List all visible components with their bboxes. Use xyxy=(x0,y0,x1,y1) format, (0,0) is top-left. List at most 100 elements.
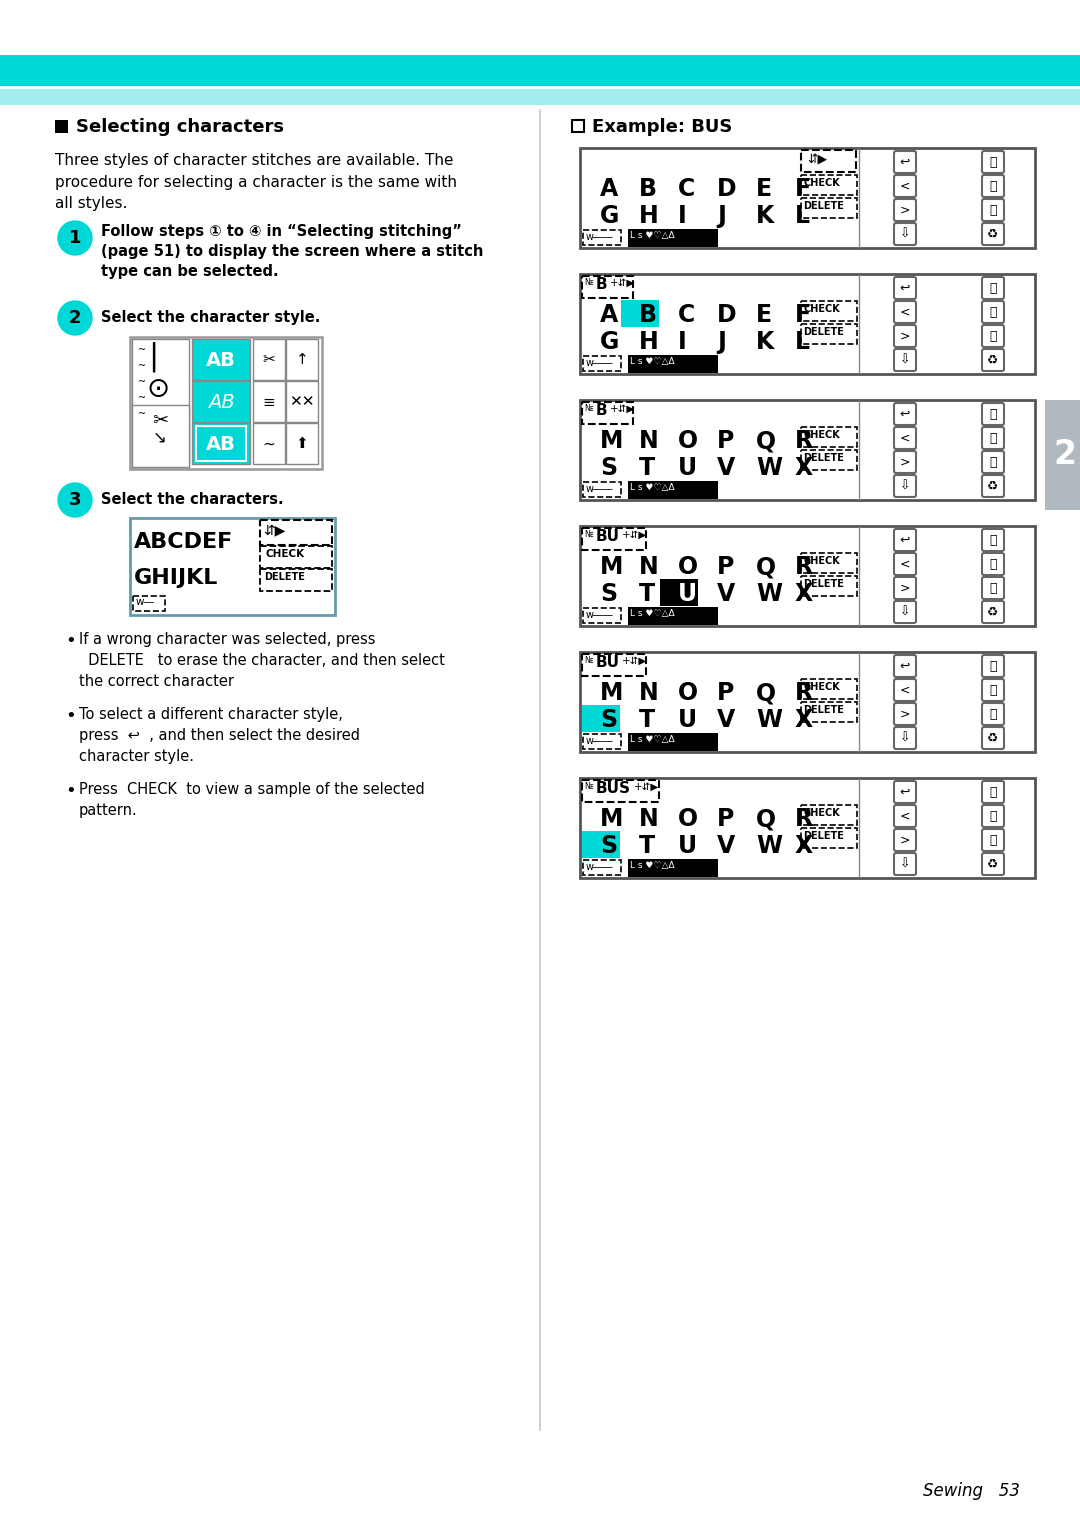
Bar xyxy=(253,423,285,464)
Text: P: P xyxy=(717,807,734,832)
FancyBboxPatch shape xyxy=(982,781,1004,803)
Bar xyxy=(133,597,165,610)
Text: ♻: ♻ xyxy=(987,479,999,493)
Bar xyxy=(801,552,858,572)
Bar xyxy=(801,702,858,722)
Bar xyxy=(582,528,646,549)
Bar xyxy=(132,339,189,467)
FancyBboxPatch shape xyxy=(894,703,916,725)
Text: L s ♥♡△Δ: L s ♥♡△Δ xyxy=(630,484,675,491)
FancyBboxPatch shape xyxy=(982,601,1004,623)
Text: ~: ~ xyxy=(138,409,146,420)
Text: X: X xyxy=(795,835,813,858)
Text: 🧵: 🧵 xyxy=(989,684,997,696)
Bar xyxy=(627,859,718,877)
FancyBboxPatch shape xyxy=(982,349,1004,371)
Text: M: M xyxy=(600,555,623,578)
Text: Nᴇ: Nᴇ xyxy=(584,530,594,539)
FancyBboxPatch shape xyxy=(894,278,916,299)
FancyBboxPatch shape xyxy=(894,552,916,575)
Bar xyxy=(580,652,1035,752)
Text: ↑: ↑ xyxy=(296,353,309,368)
Text: DELETE: DELETE xyxy=(804,578,843,589)
Bar xyxy=(253,339,285,380)
FancyBboxPatch shape xyxy=(894,679,916,700)
Text: Sewing   53: Sewing 53 xyxy=(923,1482,1020,1500)
Text: BU: BU xyxy=(596,655,620,670)
Text: 1: 1 xyxy=(69,229,81,247)
Text: J: J xyxy=(717,330,726,354)
Text: Nᴇ: Nᴇ xyxy=(584,781,594,790)
Text: <: < xyxy=(900,557,910,571)
Text: I: I xyxy=(678,204,687,227)
Text: Example: BUS: Example: BUS xyxy=(592,118,732,136)
Text: L s ♥♡△Δ: L s ♥♡△Δ xyxy=(630,230,675,240)
Bar xyxy=(132,404,189,467)
Text: w―: w― xyxy=(136,597,154,607)
Text: ✂: ✂ xyxy=(152,410,168,430)
Text: ≡: ≡ xyxy=(262,395,275,409)
Bar xyxy=(253,382,285,423)
Text: B: B xyxy=(596,278,608,291)
Text: CHECK: CHECK xyxy=(804,807,840,818)
Text: ↩: ↩ xyxy=(900,156,910,168)
Text: D: D xyxy=(717,177,737,201)
Text: press  ↩  , and then select the desired: press ↩ , and then select the desired xyxy=(79,728,360,743)
Text: ↘: ↘ xyxy=(153,429,167,447)
Bar xyxy=(801,575,858,597)
FancyBboxPatch shape xyxy=(982,301,1004,324)
Text: U: U xyxy=(678,456,697,481)
Text: CHECK: CHECK xyxy=(804,555,840,566)
Text: L s ♥♡△Δ: L s ♥♡△Δ xyxy=(630,861,675,870)
FancyBboxPatch shape xyxy=(982,427,1004,449)
Text: Q: Q xyxy=(756,807,777,832)
Text: <: < xyxy=(900,432,910,444)
Text: GHIJKL: GHIJKL xyxy=(134,568,218,588)
Bar xyxy=(286,423,318,464)
Text: A: A xyxy=(600,304,618,327)
Text: W: W xyxy=(756,581,782,606)
Text: ⊙: ⊙ xyxy=(147,375,170,403)
Text: >: > xyxy=(900,708,910,720)
Text: X: X xyxy=(795,708,813,732)
Text: ♻: ♻ xyxy=(987,354,999,366)
Text: L: L xyxy=(795,330,810,354)
Text: 🧵: 🧵 xyxy=(989,557,997,571)
Text: P: P xyxy=(717,681,734,705)
Bar xyxy=(1045,400,1080,510)
Bar xyxy=(801,450,858,470)
Bar xyxy=(55,121,68,133)
Circle shape xyxy=(58,484,92,517)
Text: G: G xyxy=(600,330,619,354)
Text: C: C xyxy=(678,304,696,327)
Bar xyxy=(580,526,1035,626)
Text: ⧄: ⧄ xyxy=(989,659,997,673)
Text: 2: 2 xyxy=(1053,438,1077,472)
Text: T: T xyxy=(639,581,656,606)
Text: ⇩: ⇩ xyxy=(900,606,910,618)
Text: w――: w―― xyxy=(586,862,613,871)
Bar xyxy=(0,55,1080,87)
Text: F: F xyxy=(795,304,811,327)
Text: DELETE: DELETE xyxy=(804,327,843,337)
Text: ↩: ↩ xyxy=(900,407,910,421)
FancyBboxPatch shape xyxy=(894,403,916,426)
Text: V: V xyxy=(717,835,735,858)
Text: (page 51) to display the screen where a stitch: (page 51) to display the screen where a … xyxy=(102,244,484,259)
FancyBboxPatch shape xyxy=(894,427,916,449)
Text: E: E xyxy=(756,304,772,327)
Text: 🧵: 🧵 xyxy=(989,432,997,444)
FancyBboxPatch shape xyxy=(894,452,916,473)
Text: CHECK: CHECK xyxy=(804,430,840,439)
Text: S: S xyxy=(600,456,617,481)
Text: T: T xyxy=(639,708,656,732)
FancyBboxPatch shape xyxy=(894,175,916,197)
Text: R: R xyxy=(795,681,813,705)
Text: T: T xyxy=(639,456,656,481)
Text: CHECK: CHECK xyxy=(804,304,840,314)
FancyBboxPatch shape xyxy=(894,349,916,371)
FancyBboxPatch shape xyxy=(982,403,1004,426)
Text: 📋: 📋 xyxy=(989,203,997,217)
Text: 🧵: 🧵 xyxy=(989,809,997,823)
Text: 📋: 📋 xyxy=(989,708,997,720)
